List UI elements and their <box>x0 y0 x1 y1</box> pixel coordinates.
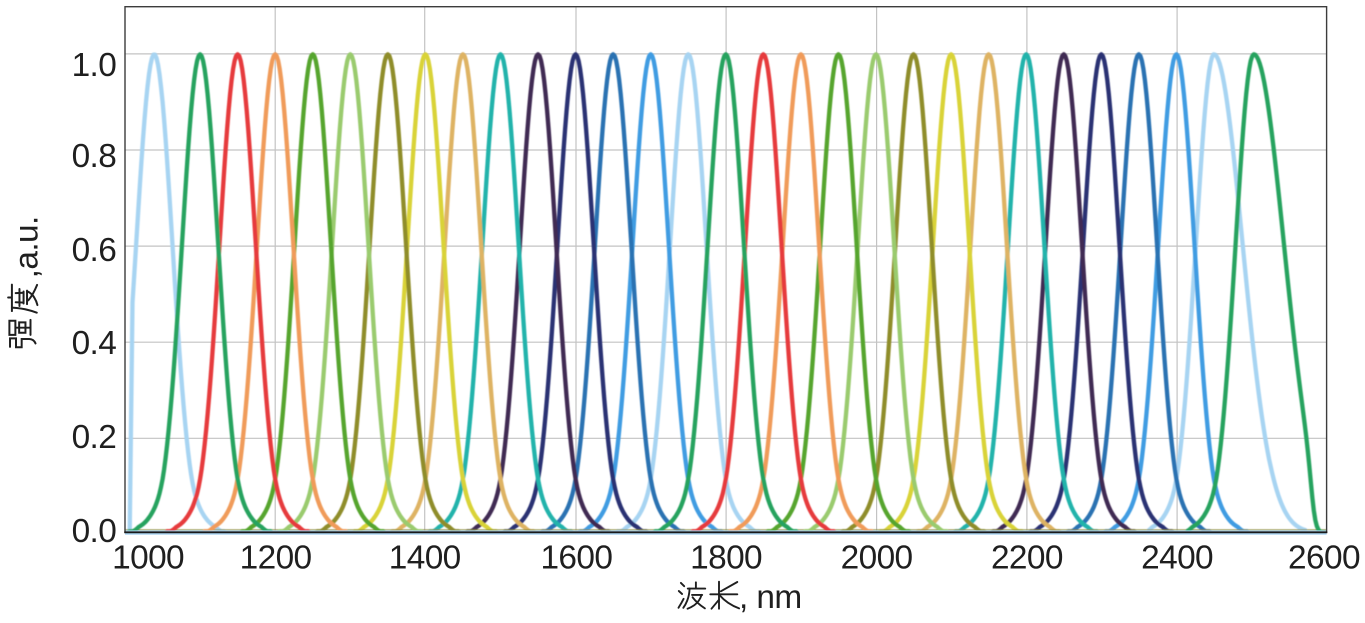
svg-text:0.6: 0.6 <box>72 232 117 269</box>
svg-text:2200: 2200 <box>991 540 1063 577</box>
svg-text:2400: 2400 <box>1141 540 1213 577</box>
svg-text:0.2: 0.2 <box>72 419 117 456</box>
svg-text:2000: 2000 <box>841 540 913 577</box>
svg-text:,a.u.: ,a.u. <box>9 216 46 278</box>
svg-text:1800: 1800 <box>690 540 762 577</box>
svg-text:, nm: , nm <box>739 579 802 616</box>
svg-text:0.4: 0.4 <box>72 325 117 362</box>
svg-text:1600: 1600 <box>540 540 612 577</box>
svg-text:0.8: 0.8 <box>72 138 117 175</box>
svg-text:1400: 1400 <box>389 540 461 577</box>
svg-text:1.0: 1.0 <box>72 47 117 84</box>
svg-text:2600: 2600 <box>1288 540 1360 577</box>
svg-text:1000: 1000 <box>112 540 184 577</box>
svg-text:1200: 1200 <box>240 540 312 577</box>
svg-text:0.0: 0.0 <box>72 513 117 550</box>
